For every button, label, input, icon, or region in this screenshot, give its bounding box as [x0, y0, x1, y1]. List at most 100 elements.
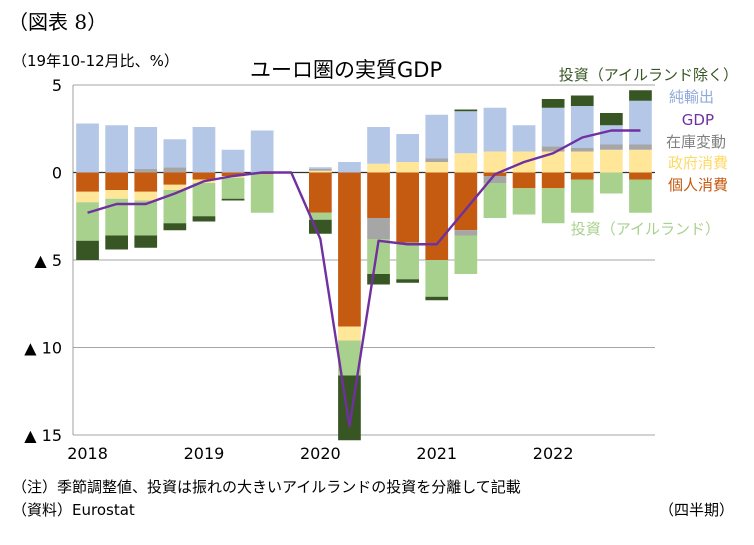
y-tick-label: 0 [52, 164, 62, 183]
bar-net_exports [483, 107, 507, 152]
bar-private_consumption [163, 172, 187, 185]
bar-net_exports [221, 149, 245, 173]
bar-inventory [454, 230, 478, 236]
bar-investment_ireland [454, 235, 478, 274]
bar-investment_ex_ireland [192, 216, 216, 222]
bar-net_exports [105, 125, 128, 173]
x-tick-label: 2021 [416, 444, 457, 463]
bar-private_consumption [425, 172, 449, 260]
grid-layer [72, 84, 655, 436]
bar-investment_ex_ireland [338, 375, 361, 441]
bar-gov_consumption [105, 190, 128, 199]
bar-private_consumption [396, 172, 419, 243]
bar-net_exports [396, 134, 419, 162]
bar-net_exports [163, 139, 187, 168]
y-tick-label: 5 [52, 76, 62, 95]
bar-investment_ireland [221, 177, 245, 199]
bar-inventory [309, 169, 332, 171]
bar-net_exports [600, 125, 623, 145]
bar-investment_ex_ireland [367, 274, 390, 285]
gdp-line [87, 129, 641, 428]
x-tick-label: 2018 [67, 444, 108, 463]
bar-investment_ireland [250, 174, 274, 213]
bar-net_exports [454, 111, 478, 154]
bar-gov_consumption [76, 191, 99, 203]
bar-investment_ex_ireland [541, 99, 565, 108]
bar-investment_ireland [76, 202, 99, 241]
line-layer [87, 129, 641, 428]
bar-investment_ex_ireland [425, 296, 449, 301]
y-unit-label: （19年10-12月比、%） [12, 52, 179, 70]
x-tick-label: 2019 [184, 444, 225, 463]
bar-net_exports [570, 106, 594, 148]
bar-investment_ireland [192, 183, 216, 217]
bar-net_exports [338, 162, 361, 173]
legend-gdp: GDP [682, 111, 714, 129]
bar-net_exports [76, 123, 99, 173]
bar-investment_ireland [629, 179, 652, 213]
x-unit-label: （四半期） [658, 501, 734, 519]
bar-private_consumption [338, 172, 361, 327]
bar-gov_consumption [425, 162, 449, 173]
bar-inventory [163, 167, 187, 173]
note-text: （注）季節調整値、投資は振れの大きいアイルランドの投資を分離して記載 [12, 478, 521, 496]
bar-gov_consumption [629, 149, 652, 173]
bar-private_consumption [221, 172, 245, 176]
bar-gov_consumption [483, 151, 507, 173]
bar-private_consumption [570, 172, 594, 180]
bar-inventory [541, 146, 565, 152]
bar-investment_ireland [134, 200, 158, 236]
axis-layer: 5 0 ▲ 5 ▲ 10 ▲ 15 2018 2019 2020 2021 2022 [24, 76, 573, 463]
y-tick-label: ▲ 15 [24, 426, 62, 445]
bar-investment_ireland [483, 183, 507, 218]
bar-private_consumption [105, 172, 128, 190]
bar-gov_consumption [367, 163, 390, 173]
bar-net_exports [367, 127, 390, 164]
x-tick-label: 2020 [300, 444, 341, 463]
bar-private_consumption [541, 172, 565, 189]
figure-label: （図表 8） [8, 10, 108, 34]
legend-investment_ireland: 投資（アイルランド） [571, 220, 720, 238]
bar-net_exports [192, 127, 216, 173]
chart-title: ユーロ圏の実質GDP [250, 58, 443, 82]
bar-investment_ireland [338, 340, 361, 376]
bar-investment_ex_ireland [163, 223, 187, 231]
bar-investment_ireland [600, 172, 623, 194]
bar-private_consumption [309, 172, 332, 213]
bar-investment_ireland [367, 239, 390, 274]
bar-private_consumption [192, 172, 216, 180]
bar-net_exports [425, 114, 449, 159]
bar-private_consumption [629, 172, 652, 180]
bar-gov_consumption [309, 170, 332, 173]
legend-investment_ex_ireland: 投資（アイルランド除く） [559, 66, 738, 84]
bar-net_exports [250, 130, 274, 173]
bar-investment_ireland [425, 260, 449, 297]
legend-inventory: 在庫変動 [666, 133, 726, 151]
y-tick-label: ▲ 5 [34, 251, 62, 270]
bar-gov_consumption [134, 191, 158, 201]
legend-net_exports: 純輸出 [669, 88, 714, 106]
bar-investment_ex_ireland [76, 240, 99, 260]
bar-gov_consumption [454, 153, 478, 173]
bar-inventory [570, 148, 594, 152]
bar-net_exports [629, 100, 652, 145]
bar-private_consumption [512, 172, 536, 189]
bar-gov_consumption [163, 184, 187, 190]
bar-private_consumption [76, 172, 99, 192]
bar-gov_consumption [396, 162, 419, 173]
bar-private_consumption [367, 172, 390, 218]
bar-investment_ex_ireland [396, 279, 419, 283]
bar-investment_ex_ireland [134, 235, 158, 248]
source-text: （資料）Eurostat [12, 501, 135, 519]
legend-gov_consumption: 政府消費 [668, 154, 728, 172]
bar-investment_ireland [541, 188, 565, 224]
bar-investment_ireland [512, 188, 536, 215]
bar-gov_consumption [600, 149, 623, 173]
y-tick-label: ▲ 10 [24, 339, 62, 358]
bar-investment_ex_ireland [570, 95, 594, 106]
bar-investment_ireland [163, 190, 187, 224]
x-tick-label: 2022 [533, 444, 574, 463]
bar-inventory [483, 176, 507, 183]
bar-investment_ex_ireland [629, 90, 652, 101]
